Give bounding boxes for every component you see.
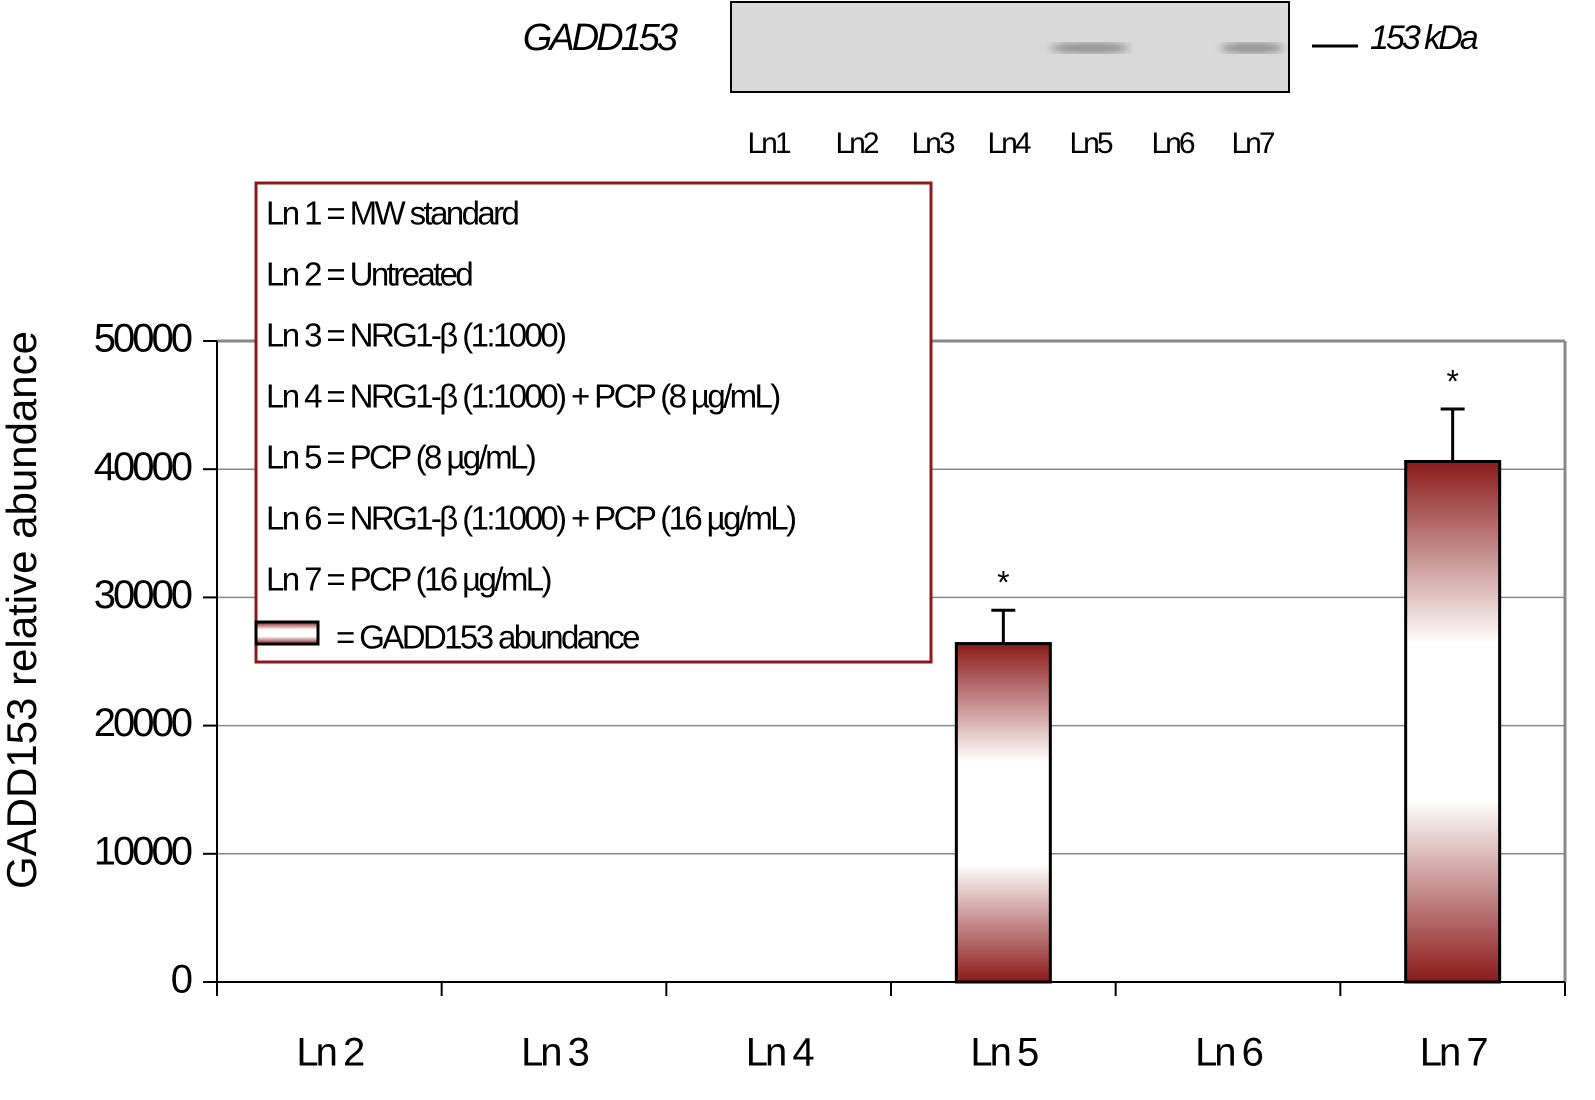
error-bar bbox=[1440, 407, 1465, 462]
y-axis-label: GADD153 relative abundance bbox=[0, 331, 45, 889]
x-tick-label: Ln 2 bbox=[296, 1031, 364, 1075]
x-tick-label: Ln 3 bbox=[521, 1031, 589, 1075]
bar bbox=[954, 642, 1052, 984]
blot-band bbox=[1220, 43, 1284, 53]
x-tick-label: Ln 6 bbox=[1195, 1031, 1263, 1075]
error-bar bbox=[991, 608, 1016, 644]
lane-label: Ln1 bbox=[747, 127, 790, 160]
annotation: * bbox=[997, 565, 1009, 601]
legend-line: Ln 7 = PCP (16 µg/mL) bbox=[266, 561, 551, 598]
bar bbox=[1404, 460, 1502, 984]
lane-label: Ln4 bbox=[987, 127, 1030, 160]
lane-label: Ln3 bbox=[911, 127, 954, 160]
legend-line: Ln 4 = NRG1-β (1:1000) + PCP (8 µg/mL) bbox=[266, 378, 779, 415]
blot-band bbox=[1050, 43, 1130, 53]
x-tick-label: Ln 7 bbox=[1420, 1031, 1488, 1075]
x-tick-label: Ln 4 bbox=[746, 1031, 815, 1075]
lane-label: Ln6 bbox=[1151, 127, 1194, 160]
blot-image bbox=[730, 1, 1290, 93]
y-tick-label: 10000 bbox=[94, 829, 192, 873]
legend-line: Ln 1 = MW standard bbox=[266, 195, 519, 232]
x-tick-label: Ln 5 bbox=[970, 1031, 1038, 1075]
legend-label: = GADD153 abundance bbox=[336, 619, 639, 656]
y-tick-label: 40000 bbox=[94, 445, 192, 489]
legend-line: Ln 3 = NRG1-β (1:1000) bbox=[266, 317, 565, 354]
legend-line: Ln 2 = Untreated bbox=[266, 256, 472, 293]
legend-line: Ln 5 = PCP (8 µg/mL) bbox=[266, 439, 535, 476]
legend-line: Ln 6 = NRG1-β (1:1000) + PCP (16 µg/mL) bbox=[266, 500, 795, 537]
legend-swatch bbox=[254, 620, 320, 646]
lane-label: Ln5 bbox=[1069, 127, 1112, 160]
y-tick-label: 0 bbox=[171, 958, 192, 1002]
y-tick-label: 50000 bbox=[94, 317, 192, 361]
blot-marker: 153 kDa bbox=[1370, 19, 1478, 57]
lane-label: Ln7 bbox=[1231, 127, 1274, 160]
lane-label: Ln2 bbox=[835, 127, 878, 160]
blot-label: GADD153 bbox=[523, 17, 678, 59]
y-tick-label: 20000 bbox=[94, 701, 192, 745]
annotation: * bbox=[1446, 363, 1458, 399]
legend-box bbox=[254, 181, 933, 664]
y-tick-label: 30000 bbox=[94, 573, 192, 617]
